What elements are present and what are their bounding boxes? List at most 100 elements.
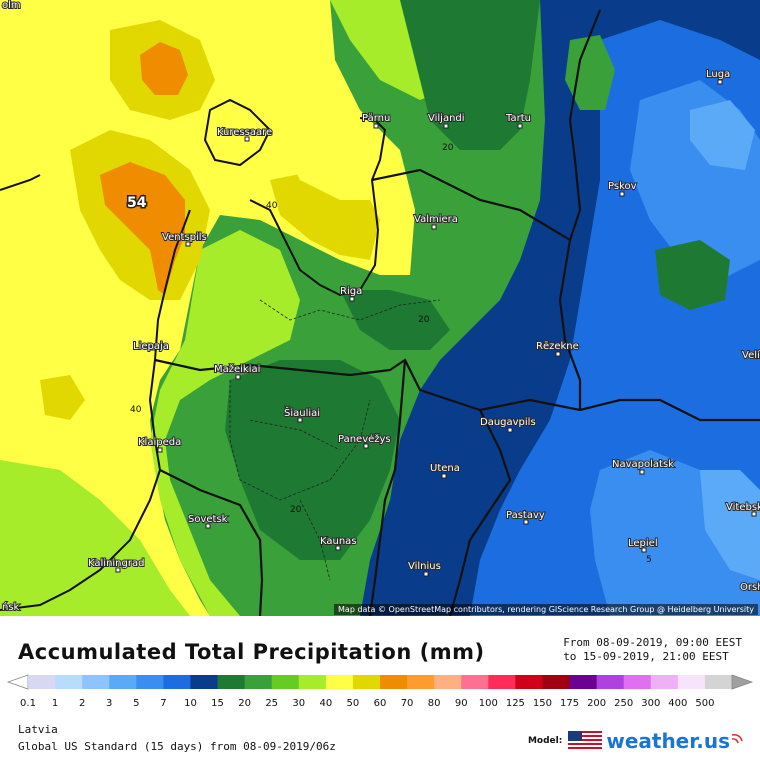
color-scale-ticks: 0.1 1 2 3 5 7 10 15 20 25 30 40 50 60 70 80 90 100 125 150 1… xyxy=(0,698,760,712)
scale-tick-label: 25 xyxy=(265,698,279,709)
city-partial-west: ńsk xyxy=(2,601,20,613)
scale-tick-label: 150 xyxy=(532,698,552,709)
city-navapolatsk: Navapolatsk xyxy=(612,459,674,470)
scale-swatch xyxy=(244,675,273,689)
city-lepiel: Lepiel xyxy=(628,538,658,549)
scale-tick-label: 7 xyxy=(160,698,167,709)
scale-swatch xyxy=(434,675,462,689)
scale-arrow-low xyxy=(6,674,29,690)
period-from: From 08-09-2019, 09:00 EEST xyxy=(563,636,742,649)
brand-name[interactable]: weather.us xyxy=(606,729,730,753)
city-luga: Luga xyxy=(706,69,730,80)
field-20-25-east-b xyxy=(565,35,615,110)
scale-swatch xyxy=(623,675,652,689)
scale-swatch xyxy=(407,675,435,689)
scale-swatch xyxy=(109,675,137,689)
scale-swatch xyxy=(461,675,489,689)
scale-swatch xyxy=(136,675,164,689)
city-vilnius: Vilnius xyxy=(408,561,441,572)
scale-tick-label: 20 xyxy=(238,698,251,709)
scale-swatch xyxy=(271,675,300,689)
scale-arrow-high xyxy=(731,674,754,690)
scale-tick-label: 15 xyxy=(211,698,224,709)
scale-tick-label: 500 xyxy=(695,698,715,709)
scale-tick-label: 50 xyxy=(346,698,360,709)
city-panevezys: Panevėžys xyxy=(338,433,391,445)
model-run: Global US Standard (15 days) from 08-09-… xyxy=(18,740,336,753)
scale-swatch xyxy=(352,675,381,689)
scale-swatch xyxy=(82,675,110,689)
scale-tick-label: 90 xyxy=(454,698,468,709)
scale-tick-label: 10 xyxy=(184,698,197,709)
scale-tick-label: 175 xyxy=(559,698,580,709)
signal-icon xyxy=(731,733,743,744)
scale-swatch xyxy=(542,675,571,689)
city-utena: Utena xyxy=(430,463,460,474)
city-viljandi: Viljandi xyxy=(428,113,465,124)
field-15-20-central xyxy=(225,360,400,560)
coastline xyxy=(0,98,387,611)
scale-tick-label: 250 xyxy=(614,698,634,709)
scale-tick-label: 3 xyxy=(106,698,113,709)
scale-tick-label: 5 xyxy=(133,698,140,709)
city-pskov: Pskov xyxy=(608,181,637,192)
city-markers xyxy=(115,79,757,577)
color-scale-bar xyxy=(6,674,754,690)
city-daugavpils: Daugavpils xyxy=(480,417,536,428)
city-tartu: Tartu xyxy=(505,113,531,124)
city-labels: Kuressaare Pärnu Viljandi Tartu Luga Psk… xyxy=(1,0,760,614)
contour-label: 5 xyxy=(646,555,652,565)
scale-tick-label: 300 xyxy=(641,698,661,709)
city-veli: Velí xyxy=(742,349,760,361)
map-attribution: Map data © OpenStreetMap contributors, r… xyxy=(334,604,758,615)
scale-tick-label: 70 xyxy=(400,698,414,709)
field-25-30-coast xyxy=(150,230,300,616)
scale-tick-label: 40 xyxy=(319,698,333,709)
scale-tick-label: 0.1 xyxy=(20,698,36,709)
forecast-period: From 08-09-2019, 09:00 EEST to 15-09-201… xyxy=(563,636,742,664)
scale-swatch xyxy=(298,675,327,689)
scale-tick-label: 100 xyxy=(478,698,498,709)
scale-swatch xyxy=(515,675,543,689)
city-ventspils: Ventspils xyxy=(162,232,207,243)
country-borders xyxy=(154,9,760,616)
contour-label: 20 xyxy=(442,143,454,153)
city-mazeikiai: Mažeikiai xyxy=(214,363,260,375)
city-sovetsk: Sovetsk xyxy=(188,514,228,525)
city-klaipeda: Klaipeda xyxy=(138,437,181,448)
scale-swatch xyxy=(55,675,83,689)
city-liepaja: Liepaja xyxy=(133,341,169,352)
precipitation-map[interactable]: 40 40 20 20 20 5 54 xyxy=(0,0,760,616)
model-label: Model: xyxy=(527,736,563,746)
scale-swatch xyxy=(325,675,354,689)
city-kaliningrad: Kaliningrad xyxy=(88,558,144,569)
scale-swatch xyxy=(217,675,246,689)
contour-label: 20 xyxy=(290,505,302,515)
field-15-20-north xyxy=(400,0,540,150)
city-rezekne: Rēzekne xyxy=(536,341,579,352)
scale-tick-label: 200 xyxy=(587,698,607,709)
field-40-50-d xyxy=(40,375,85,420)
scale-tick-label: 2 xyxy=(78,698,86,709)
scale-swatch xyxy=(569,675,598,689)
city-partial-north: olm xyxy=(2,0,21,11)
map-canvas: 40 40 20 20 20 5 54 xyxy=(0,0,760,616)
field-25-30-west xyxy=(0,460,190,616)
scale-tick-label: 1 xyxy=(51,698,59,709)
city-orsha: Orsh xyxy=(740,582,760,593)
city-vitebsk: Vitebsk xyxy=(726,502,760,513)
brand-block[interactable]: Model: weather.us xyxy=(528,728,744,754)
city-kuressaare: Kuressaare xyxy=(217,127,272,138)
scale-tick-label: 60 xyxy=(373,698,387,709)
scale-tick-label: 30 xyxy=(292,698,306,709)
scale-swatch xyxy=(28,675,56,689)
scale-swatch xyxy=(163,675,191,689)
scale-tick-label: 400 xyxy=(668,698,688,709)
contour-label: 40 xyxy=(130,405,142,415)
field-15-20-east-a xyxy=(655,240,730,310)
contour-label: 40 xyxy=(266,201,278,211)
region-name: Latvia xyxy=(18,723,58,736)
city-valmiera: Valmiera xyxy=(414,214,458,225)
contour-label: 20 xyxy=(418,315,430,325)
scale-swatch xyxy=(704,675,733,689)
